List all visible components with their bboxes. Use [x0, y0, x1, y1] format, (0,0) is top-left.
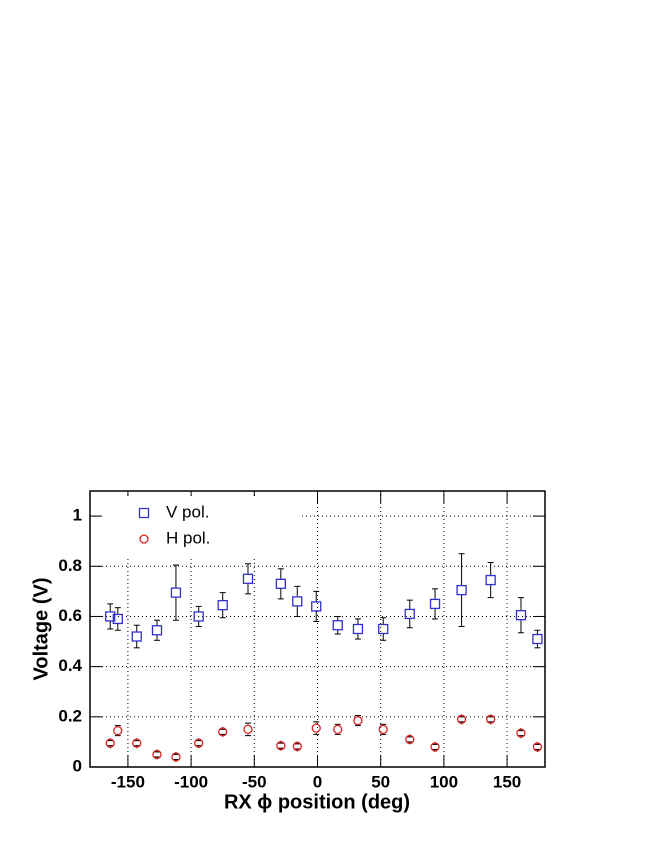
point	[404, 608, 415, 620]
x-tick-label: -50	[242, 772, 267, 791]
point	[486, 714, 496, 724]
point	[243, 724, 253, 735]
x-tick-label: -150	[111, 772, 145, 791]
error-bar	[334, 723, 341, 735]
point	[333, 724, 343, 735]
error-bar	[244, 722, 251, 737]
y-tick-label: 0.4	[58, 656, 82, 675]
point	[378, 724, 388, 735]
error-bar	[432, 588, 439, 620]
point	[171, 752, 181, 762]
point	[132, 738, 142, 748]
error-bar	[517, 597, 524, 634]
x-tick-label: -100	[174, 772, 208, 791]
error-bar	[244, 563, 251, 595]
point	[105, 611, 116, 622]
error-bar	[107, 603, 114, 630]
point	[516, 728, 526, 738]
point	[170, 587, 182, 598]
point	[311, 723, 321, 733]
x-tick-label: 150	[493, 772, 521, 791]
point	[532, 742, 543, 752]
point	[532, 633, 543, 645]
point	[485, 574, 496, 586]
point	[515, 610, 527, 621]
error-bar	[487, 562, 494, 599]
point	[152, 749, 162, 760]
error-bar	[133, 624, 140, 649]
error-bar	[380, 723, 387, 735]
point	[292, 596, 303, 607]
x-axis-label: RX ϕ position (deg)	[224, 791, 410, 813]
legend-marker	[138, 507, 150, 519]
error-bar	[153, 619, 160, 641]
plot-frame	[89, 490, 546, 768]
point	[194, 738, 204, 748]
point	[352, 623, 364, 635]
x-tick-label: 100	[430, 772, 458, 791]
y-tick-label: 1	[73, 506, 82, 525]
error-bar	[354, 715, 361, 727]
point	[405, 734, 415, 745]
error-bar	[354, 618, 361, 640]
y-axis-label: Voltage (V)	[30, 578, 52, 681]
point	[276, 741, 286, 751]
error-bar	[380, 617, 387, 641]
point	[113, 725, 123, 736]
point	[105, 738, 115, 748]
y-tick-label: 0.8	[58, 556, 82, 575]
legend-label: V pol.	[166, 502, 209, 521]
error-bar	[313, 590, 320, 622]
point	[430, 742, 440, 752]
legend-label: H pol.	[166, 528, 210, 547]
y-tick-label: 0.2	[58, 706, 82, 725]
legend-box	[102, 496, 302, 556]
point	[456, 584, 467, 596]
point	[429, 598, 441, 610]
y-tick-label: 0.6	[58, 606, 82, 625]
x-tick-label: 0	[313, 772, 322, 791]
error-bar	[114, 607, 121, 631]
point	[218, 727, 228, 737]
error-bar	[195, 605, 202, 627]
error-bar	[334, 615, 341, 635]
error-bar	[277, 568, 284, 600]
point	[292, 741, 302, 752]
error-bar	[294, 585, 301, 617]
error-bar	[313, 721, 320, 735]
legend-marker	[139, 534, 149, 544]
point	[275, 578, 286, 589]
error-bar	[114, 725, 121, 737]
error-bar	[534, 629, 541, 649]
error-bar	[458, 553, 465, 627]
error-bar	[219, 592, 226, 619]
point	[353, 715, 363, 726]
x-tick-label: 50	[371, 772, 390, 791]
point	[242, 573, 254, 584]
point	[378, 623, 389, 635]
point	[131, 631, 142, 642]
error-bar	[172, 564, 179, 621]
point	[217, 600, 228, 611]
point	[332, 620, 343, 631]
point	[112, 613, 123, 625]
y-tick-label: 0	[73, 756, 82, 775]
error-bar	[406, 599, 413, 629]
point	[193, 611, 204, 622]
point	[311, 601, 322, 612]
point	[456, 714, 467, 724]
point	[151, 625, 163, 636]
